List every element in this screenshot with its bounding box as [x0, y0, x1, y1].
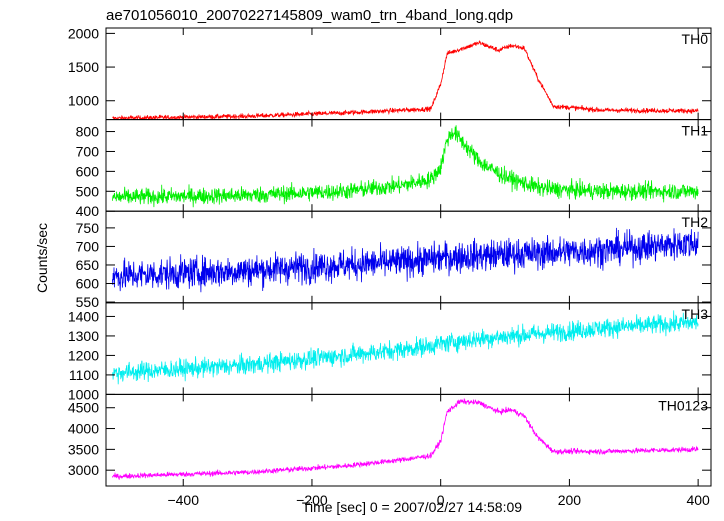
y-tick-label: 2000 — [68, 25, 99, 41]
series-label-th0: TH0 — [682, 31, 709, 47]
series-line-th3 — [112, 310, 699, 385]
y-tick-label: 750 — [76, 220, 100, 236]
y-tick-label: 4000 — [68, 421, 99, 437]
panel-th0: TH0 1000 1500 2000 — [68, 25, 712, 121]
y-axis-label: Counts/sec — [34, 223, 50, 293]
series-label-th0123: TH0123 — [658, 397, 708, 413]
y-tick-label: 1500 — [68, 59, 99, 75]
y-tick-label: 1100 — [69, 367, 99, 383]
panel-frame — [105, 27, 712, 121]
y-tick-label: 400 — [76, 203, 100, 219]
y-tick-label: 1300 — [68, 328, 99, 344]
x-tick-label: 0 — [437, 492, 445, 508]
y-tick-label: 1200 — [68, 347, 99, 363]
chart-title: ae701056010_20070227145809_wam0_trn_4ban… — [106, 7, 513, 24]
y-tick-label: 1000 — [68, 93, 99, 109]
y-tick-label: 800 — [76, 124, 100, 140]
y-tick-label: 650 — [76, 257, 100, 273]
panels: TH0100015002000TH1400500600700800TH25506… — [68, 25, 712, 508]
y-tick-label: 3500 — [68, 441, 99, 457]
panel-th1: TH1 400 500 600 700 800 — [76, 119, 712, 219]
y-tick-label: 550 — [76, 294, 100, 310]
y-tick-label: 3000 — [68, 462, 99, 478]
series-line-th0 — [112, 39, 699, 120]
panel-th2: TH2 550 600 650 700 750 — [76, 210, 712, 310]
y-tick-label: 700 — [76, 238, 100, 254]
x-tick-label: 400 — [686, 492, 710, 508]
panel-th0123: TH0123 3000 3500 4000 4500 — [68, 393, 712, 487]
series-line-th1 — [112, 125, 699, 208]
y-tick-label: 600 — [76, 163, 100, 179]
x-tick-label: −200 — [296, 492, 328, 508]
y-tick-label: 700 — [76, 143, 100, 159]
x-tick-label: −400 — [167, 492, 199, 508]
y-tick-label: 600 — [76, 276, 100, 292]
series-label-th1: TH1 — [682, 123, 709, 139]
series-label-th3: TH3 — [682, 306, 709, 322]
y-tick-label: 1000 — [68, 386, 99, 402]
x-tick-label: 200 — [558, 492, 582, 508]
y-tick-label: 4500 — [68, 400, 99, 416]
x-axis-label: Time [sec] 0 = 2007/02/27 14:58:09 — [302, 499, 522, 515]
y-tick-label: 500 — [76, 183, 100, 199]
series-label-th2: TH2 — [682, 214, 709, 230]
series-line-th2 — [112, 227, 699, 293]
y-tick-label: 1400 — [68, 308, 99, 324]
panel-frame — [105, 393, 712, 487]
panel-th3: TH3 1000 1100 1200 1300 1400 — [68, 302, 712, 402]
series-line-th0123 — [112, 398, 699, 480]
